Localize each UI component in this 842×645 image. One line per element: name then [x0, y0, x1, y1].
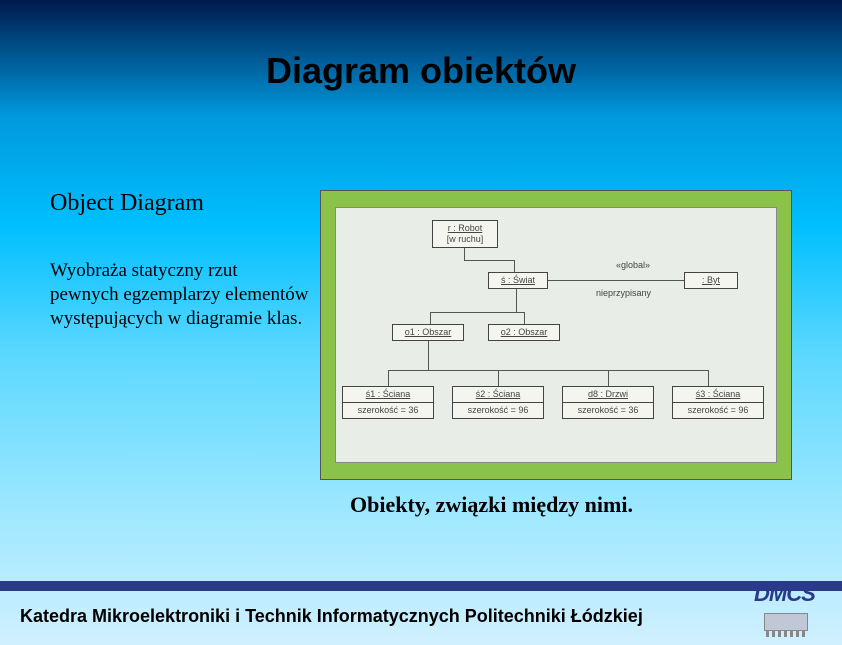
- edge: [430, 312, 431, 324]
- object-node: d8 : Drzwiszerokość = 36: [562, 386, 654, 419]
- edge: [524, 312, 525, 324]
- logo-text: DMCS: [754, 581, 815, 607]
- subtitle: Object Diagram: [50, 190, 310, 217]
- description: Wyobraża statyczny rzut pewnych egzempla…: [50, 259, 310, 330]
- stereotype-tag: nieprzypisany: [596, 288, 651, 298]
- edge: [464, 248, 465, 260]
- object-diagram: r : Robot[w ruchu] ś : Świat : Byt o1 : Obs…: [335, 207, 777, 463]
- footer-text: Katedra Mikroelektroniki i Technik Infor…: [20, 606, 643, 627]
- edge: [548, 280, 684, 281]
- object-node: ś2 : Ścianaszerokość = 96: [452, 386, 544, 419]
- caption: Obiekty, związki między nimi.: [350, 492, 633, 518]
- logo-chip-icon: [764, 613, 808, 631]
- edge: [708, 370, 709, 386]
- object-node: o2 : Obszar: [488, 324, 560, 341]
- dmcs-logo: DMCS: [754, 581, 824, 631]
- stereotype-tag: «global»: [616, 260, 650, 270]
- edge: [388, 370, 389, 386]
- object-node: ś1 : Ścianaszerokość = 36: [342, 386, 434, 419]
- footer-bar: [0, 581, 842, 591]
- content-area: Object Diagram Wyobraża statyczny rzut p…: [50, 190, 792, 480]
- edge: [388, 370, 708, 371]
- edge: [464, 260, 514, 261]
- edge: [428, 340, 429, 370]
- edge: [498, 370, 499, 386]
- object-node: ś : Świat: [488, 272, 548, 289]
- object-node: r : Robot[w ruchu]: [432, 220, 498, 248]
- slide-title: Diagram obiektów: [0, 50, 842, 92]
- edge: [430, 312, 524, 313]
- edge: [516, 288, 517, 312]
- object-node: o1 : Obszar: [392, 324, 464, 341]
- text-column: Object Diagram Wyobraża statyczny rzut p…: [50, 190, 320, 480]
- edge: [608, 370, 609, 386]
- logo-pins-icon: [766, 631, 805, 637]
- object-node: ś3 : Ścianaszerokość = 96: [672, 386, 764, 419]
- diagram-panel: r : Robot[w ruchu] ś : Świat : Byt o1 : Obs…: [320, 190, 792, 480]
- edge: [514, 260, 515, 272]
- object-node: : Byt: [684, 272, 738, 289]
